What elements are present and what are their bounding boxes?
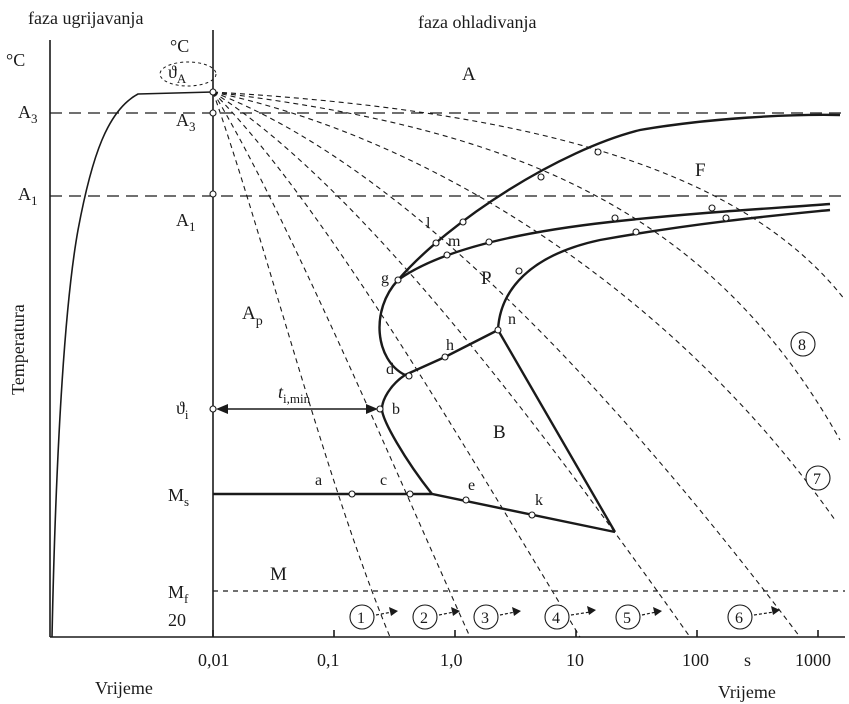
- point-label-m: m: [448, 233, 461, 250]
- svg-text:4: 4: [552, 610, 560, 627]
- curve-marker-7: 7: [805, 465, 831, 491]
- curve-marker-2: 2: [412, 604, 460, 630]
- left-a3-label: A3: [18, 102, 38, 126]
- point-label-h: h: [446, 337, 454, 354]
- cooling-curve-7: [212, 91, 841, 441]
- point-label-g: g: [381, 270, 389, 287]
- region-ferrite: F: [695, 160, 706, 181]
- heating-curve: [51, 91, 214, 638]
- svg-text:5: 5: [623, 610, 631, 627]
- time-tick-1000: 1000: [795, 650, 831, 670]
- cooling-curve-1: [212, 91, 391, 638]
- middle-a3-label: A3: [176, 110, 196, 134]
- heating-phase-heading: faza ugrijavanja: [28, 8, 143, 28]
- time-tick-1-0: 1,0: [440, 650, 463, 670]
- cooling-phase-heading: faza ohladivanja: [418, 12, 536, 32]
- ms-label: Ms: [168, 485, 189, 509]
- point-label-l: l: [426, 215, 431, 232]
- cooling-curve-6: [212, 91, 836, 521]
- point-label-e: e: [468, 477, 475, 494]
- left-axis-unit: °C: [6, 50, 25, 70]
- bainite-finish-line: [496, 329, 617, 533]
- svg-text:8: 8: [798, 337, 806, 354]
- svg-text:1: 1: [357, 610, 365, 627]
- region-martensite: M: [270, 564, 287, 585]
- intersection-markers: [209, 88, 730, 519]
- twenty-label: 20: [168, 610, 186, 630]
- t-i-min-arrow: [216, 404, 378, 414]
- curve-marker-3: 3: [473, 604, 521, 630]
- middle-a1-label: A1: [176, 210, 196, 234]
- time-tick-100: 100: [682, 650, 709, 670]
- martensite-start-line: [213, 492, 616, 534]
- svg-text:6: 6: [735, 610, 743, 627]
- svg-text:3: 3: [481, 610, 489, 627]
- phase-boundaries: [213, 113, 841, 534]
- pearlite-finish-curve: [496, 208, 831, 331]
- ferrite-start-curve: [397, 113, 841, 281]
- point-label-c: c: [380, 472, 387, 489]
- time-tick-0-01: 0,01: [198, 650, 230, 670]
- time-axis-ticks: [212, 630, 819, 637]
- region-bainite: B: [493, 422, 506, 443]
- svg-text:2: 2: [420, 610, 428, 627]
- point-label-k: k: [535, 492, 543, 509]
- theta-i-label: ϑi: [176, 398, 189, 422]
- curve-marker-8: 8: [790, 331, 816, 357]
- middle-axis-unit: °C: [170, 36, 189, 56]
- theta-a-dashed-marker: [159, 61, 217, 87]
- cooling-curve-8: [212, 91, 846, 301]
- left-time-axis-title: Vrijeme: [95, 678, 153, 698]
- theta-a-label: ϑA: [168, 62, 187, 86]
- curve-marker-5: 5: [615, 604, 662, 630]
- curve-marker-4: 4: [544, 604, 596, 630]
- cooling-curve-2: [212, 91, 471, 638]
- point-label-a: a: [315, 472, 322, 489]
- cooling-curve-4: [212, 91, 691, 638]
- point-label-d: d: [386, 361, 394, 378]
- temperature-axis-title: Temperatura: [8, 304, 28, 395]
- time-tick-0-1: 0,1: [317, 650, 340, 670]
- point-label-b: b: [392, 401, 400, 418]
- curve-marker-6: 6: [727, 604, 780, 630]
- bainite-start-nose: [378, 279, 433, 495]
- time-unit-label: s: [744, 650, 751, 670]
- svg-text:7: 7: [813, 471, 821, 488]
- cooling-curve-5: [212, 91, 801, 638]
- cooling-curve-3: [212, 91, 581, 638]
- region-undercooled-austenite: Ap: [242, 303, 263, 329]
- cooling-curves: [212, 91, 846, 638]
- t-i-min-label: ti,min: [278, 382, 311, 406]
- time-tick-10: 10: [566, 650, 584, 670]
- time-axis-title: Vrijeme: [718, 682, 776, 702]
- region-pearlite: P: [481, 268, 492, 289]
- left-a1-label: A1: [18, 184, 38, 208]
- point-label-n: n: [508, 311, 516, 328]
- curve-marker-1: 1: [349, 604, 398, 630]
- region-austenite: A: [462, 64, 476, 85]
- mf-label: Mf: [168, 582, 189, 606]
